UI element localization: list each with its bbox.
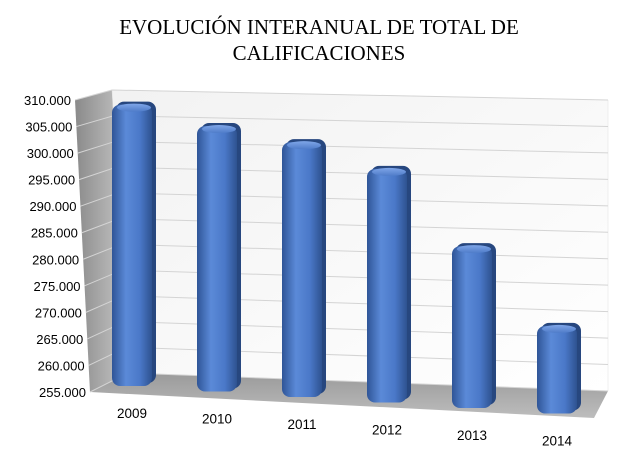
y-tick-label: 310.000: [24, 93, 71, 108]
y-tick-label: 270.000: [35, 305, 82, 320]
y-tick-label: 280.000: [32, 252, 79, 267]
y-tick-label: 255.000: [39, 385, 86, 400]
y-tick-label: 290.000: [29, 199, 76, 214]
y-tick-label: 260.000: [38, 358, 85, 373]
x-tick-label: 2014: [542, 434, 573, 449]
x-tick-label: 2010: [202, 412, 232, 427]
y-axis-tick-labels: 255.000 260.000 265.000 270.000 275.000 280.0…: [24, 93, 86, 400]
bar: [282, 139, 326, 397]
bar-top: [287, 141, 321, 150]
bar-top: [457, 245, 491, 254]
chart-title-line-1: EVOLUCIÓN INTERANUAL DE TOTAL DE: [119, 15, 519, 39]
bar-top: [542, 324, 576, 333]
bar-front: [537, 325, 577, 414]
bars: [112, 101, 581, 414]
bar-top: [372, 167, 406, 176]
bar: [367, 165, 411, 403]
gridline: [74, 89, 609, 101]
x-tick-label: 2012: [372, 423, 402, 438]
bar-front: [282, 142, 322, 397]
y-tick-label: 305.000: [25, 120, 72, 135]
x-tick-label: 2009: [117, 406, 147, 421]
y-tick-label: 285.000: [31, 226, 78, 241]
bar-front: [452, 246, 492, 408]
bar: [197, 123, 241, 392]
bar-front: [367, 168, 407, 403]
y-tick-label: 295.000: [28, 173, 75, 188]
bar-front: [197, 126, 237, 392]
bar: [452, 243, 496, 408]
x-tick-label: 2011: [287, 417, 316, 432]
y-tick-label: 265.000: [36, 332, 83, 347]
x-axis-tick-labels: 2009 2010 2011 2012 2013 2014: [117, 406, 573, 449]
y-tick-label: 300.000: [27, 146, 74, 161]
chart-back-wall: [111, 89, 609, 392]
x-tick-label: 2013: [457, 428, 487, 443]
bar-front: [112, 104, 152, 387]
bar-top: [202, 125, 236, 134]
bar: [537, 322, 581, 414]
chart-title-line-2: CALIFICACIONES: [233, 41, 406, 65]
bar: [112, 101, 156, 387]
y-tick-label: 275.000: [34, 279, 81, 294]
bar-top: [117, 103, 151, 112]
